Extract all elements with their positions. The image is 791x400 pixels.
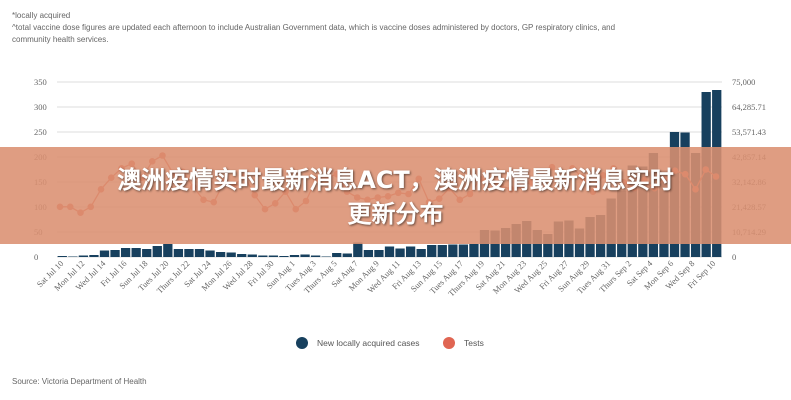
legend-item-cases[interactable]: New locally acquired cases <box>296 337 420 349</box>
left-tick-label: 300 <box>34 102 47 112</box>
case-bar <box>469 244 479 257</box>
right-tick-label: 64,285.71 <box>732 102 766 112</box>
legend-dot-tests <box>443 337 455 349</box>
case-bar <box>205 250 215 257</box>
left-tick-label: 250 <box>34 127 47 137</box>
case-bar <box>448 244 458 257</box>
case-bar <box>89 255 99 257</box>
banner-title-line1: 澳洲疫情实时最新消息ACT，澳洲疫情最新消息实时 <box>117 166 674 194</box>
case-bar <box>173 249 184 257</box>
case-bar <box>152 246 162 257</box>
note-locally-acquired: *locally acquired <box>12 11 71 20</box>
case-bar <box>416 249 426 257</box>
case-bar <box>342 253 352 257</box>
case-bar <box>110 250 120 257</box>
right-tick-label: 53,571.43 <box>732 127 766 137</box>
case-bar <box>332 253 342 257</box>
case-bar <box>194 249 205 257</box>
legend-label-cases: New locally acquired cases <box>317 338 420 348</box>
case-bar <box>78 255 89 257</box>
right-tick-label: 0 <box>732 252 736 262</box>
case-bar <box>458 244 469 257</box>
case-bar <box>300 254 310 257</box>
case-bar <box>215 252 226 257</box>
case-bar <box>131 248 141 257</box>
case-bar <box>237 254 247 257</box>
case-bar <box>258 255 268 257</box>
legend-dot-cases <box>296 337 308 349</box>
note-vaccine-doses: ^total vaccine dose figures are updated … <box>12 23 616 32</box>
case-bar <box>321 256 331 257</box>
case-bar <box>310 255 321 257</box>
case-bar <box>57 256 67 257</box>
case-bar <box>68 256 78 257</box>
case-bar <box>99 250 110 257</box>
case-bar <box>405 246 416 257</box>
case-bar <box>384 246 395 257</box>
case-bar <box>163 244 173 257</box>
case-bar <box>268 255 279 257</box>
chart-notes: *locally acquired ^total vaccine dose fi… <box>12 10 772 46</box>
left-tick-label: 0 <box>34 252 38 262</box>
case-bar <box>279 256 289 257</box>
title-banner <box>0 147 791 244</box>
case-bar <box>374 250 384 257</box>
case-bar <box>395 248 405 257</box>
legend-label-tests: Tests <box>464 338 484 348</box>
right-tick-label: 75,000 <box>732 77 755 87</box>
case-bar <box>120 248 131 257</box>
case-bar <box>363 250 374 257</box>
source-note: Source: Victoria Department of Health <box>12 377 147 386</box>
case-bar <box>543 234 553 257</box>
banner-title-line2: 更新分布 <box>347 200 444 228</box>
left-tick-label: 350 <box>34 77 47 87</box>
case-bar <box>289 255 300 257</box>
note-vaccine-doses-cont: community health services. <box>12 35 109 44</box>
case-bar <box>247 254 257 257</box>
case-bar <box>437 245 447 257</box>
legend-item-tests[interactable]: Tests <box>443 337 484 349</box>
case-bar <box>142 249 152 257</box>
case-bar <box>226 252 236 257</box>
case-bar <box>184 249 194 257</box>
banner-title: 澳洲疫情实时最新消息ACT，澳洲疫情最新消息实时 更新分布 <box>0 163 791 231</box>
case-bar <box>427 245 437 257</box>
case-bar <box>353 242 363 257</box>
